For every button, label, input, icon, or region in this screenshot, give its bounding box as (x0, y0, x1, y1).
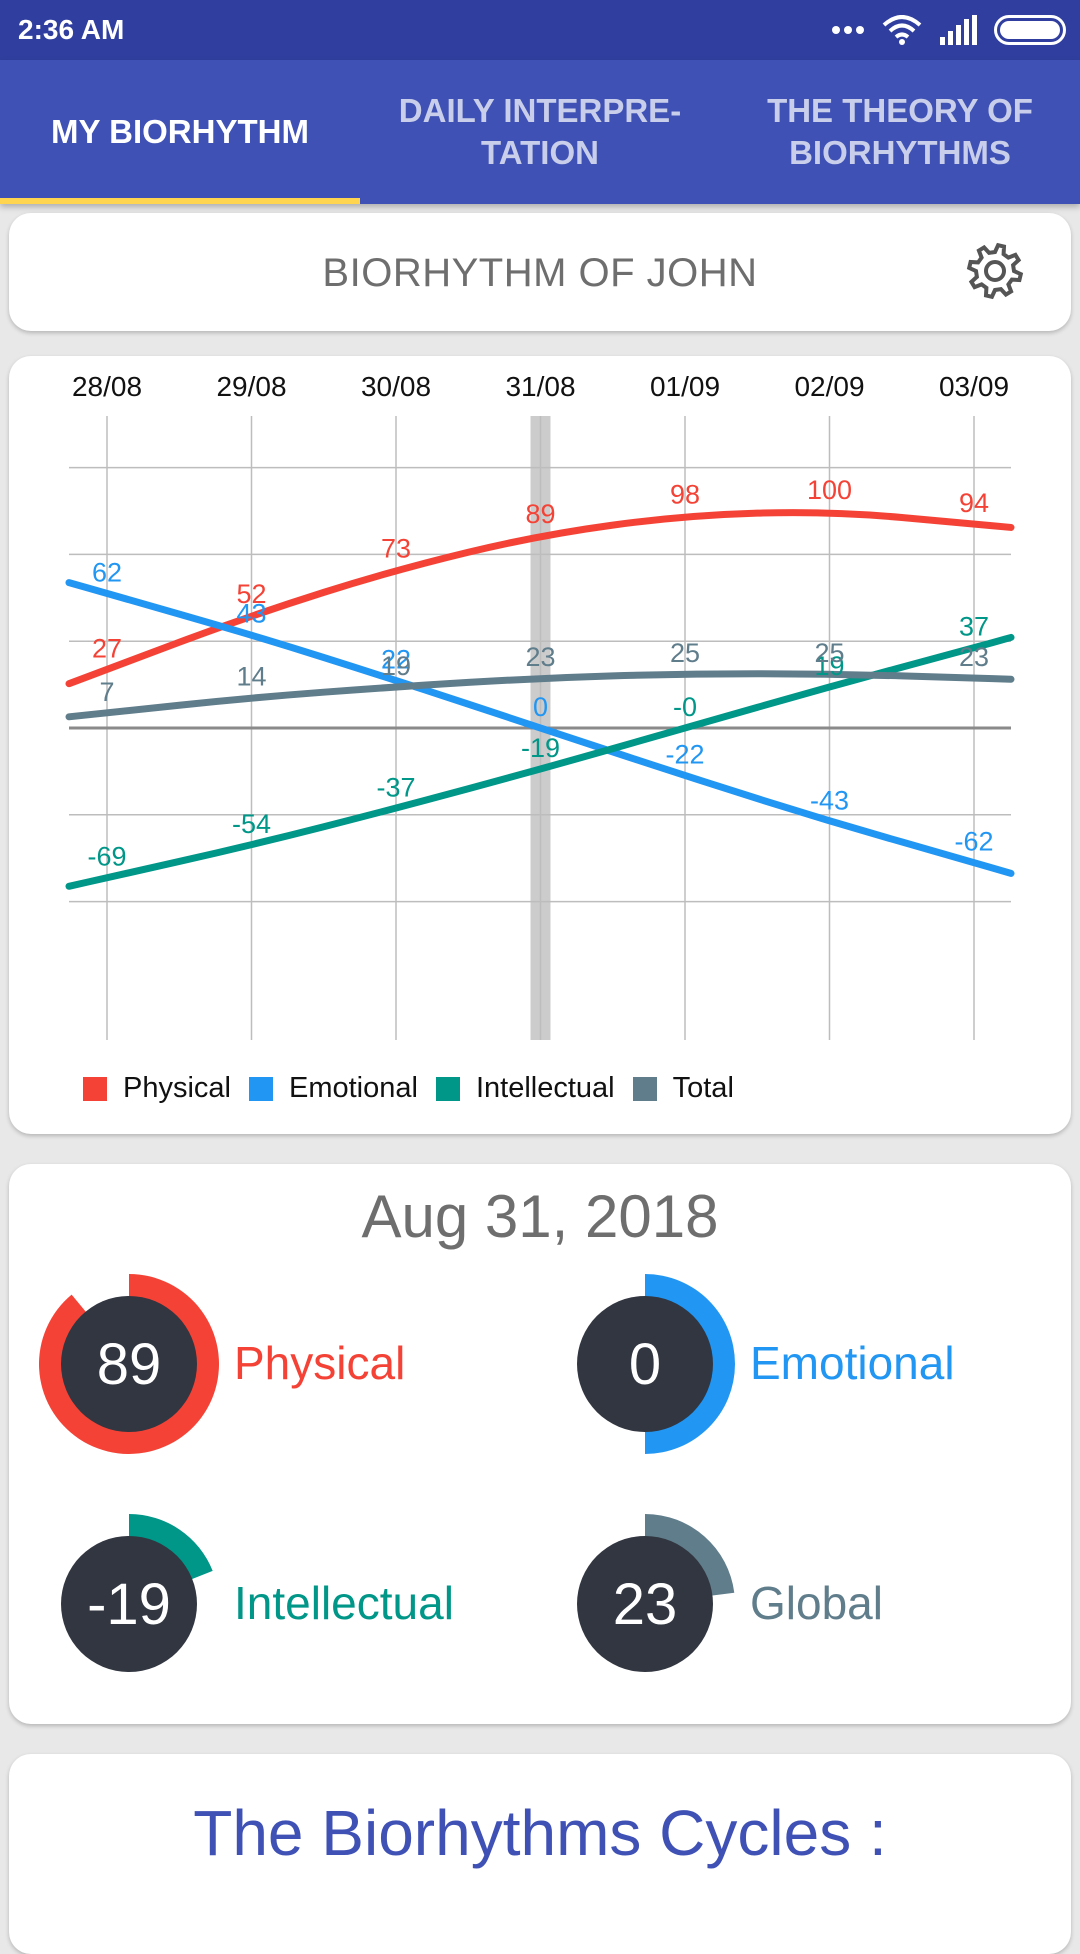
signal-icon (940, 15, 977, 45)
x-tick-label: 29/08 (216, 371, 286, 402)
data-label-intellectual: -0 (673, 692, 697, 722)
gauge-ring (61, 1514, 213, 1672)
legend-swatch (632, 1076, 657, 1101)
x-tick-label: 02/09 (794, 371, 864, 402)
x-tick-label: 03/09 (939, 371, 1009, 402)
gauge-core (577, 1536, 713, 1672)
global-gauge: 23 (555, 1514, 735, 1694)
status-icons (830, 12, 1066, 48)
x-tick-label: 31/08 (505, 371, 575, 402)
data-label-total: 25 (670, 638, 700, 668)
emotional-value: 0 (628, 1331, 662, 1397)
legend-label: Emotional (289, 1072, 418, 1104)
legend-label: Total (672, 1072, 734, 1104)
gauge-ring (39, 1274, 219, 1454)
data-label-emotional: 22 (381, 644, 411, 674)
physical-gauge: 89 (39, 1274, 219, 1454)
biorhythm-chart: 28/08 29/08 30/08 31/08 01/09 02/09 03/09 27 52 7… (65, 371, 1015, 1040)
data-label-total: 23 (959, 642, 989, 672)
global-label: Global (750, 1577, 883, 1629)
intellectual-gauge: -19 (39, 1514, 219, 1694)
series-line-intellectual (65, 633, 1015, 890)
data-label-intellectual: -19 (521, 733, 560, 763)
data-label-intellectual: 19 (814, 651, 844, 681)
legend-label: Physical (123, 1072, 231, 1104)
stats-card: Aug 31, 2018 89 Physical 0 Emotional -19… (9, 1164, 1071, 1724)
gauge-core (61, 1536, 197, 1672)
x-tick-label: 01/09 (650, 371, 720, 402)
x-tick-label: 30/08 (361, 371, 431, 402)
cycles-card: The Biorhythms Cycles : (9, 1754, 1071, 1954)
intellectual-value: -19 (87, 1571, 171, 1637)
wifi-icon (882, 15, 922, 45)
tab-bar: MY BIORHYTHM DAILY INTERPRE- TATION THE … (0, 60, 1080, 204)
global-value: 23 (612, 1571, 678, 1637)
data-label-emotional: 0 (533, 692, 548, 722)
chart-card: 28/08 29/08 30/08 31/08 01/09 02/09 03/09 27 52 7… (9, 356, 1071, 1134)
data-label-total: 23 (525, 642, 555, 672)
series-line-physical (65, 509, 1015, 688)
data-label-emotional: 62 (92, 557, 122, 587)
cycles-title: The Biorhythms Cycles : (193, 1797, 887, 1869)
data-label-physical: 27 (92, 633, 122, 663)
gauge-ring (577, 1274, 735, 1454)
data-label-intellectual: -54 (232, 809, 271, 839)
gauge-core (61, 1296, 197, 1432)
data-label-physical: 89 (525, 499, 555, 529)
more-dots-icon (832, 26, 864, 34)
legend-swatch (249, 1076, 273, 1101)
gauge-core (577, 1296, 713, 1432)
gauge-ring (577, 1514, 735, 1672)
data-label-emotional: -62 (954, 827, 993, 857)
data-label-intellectual: 37 (959, 612, 989, 642)
emotional-label: Emotional (750, 1337, 955, 1389)
data-label-physical: 73 (381, 534, 411, 564)
legend-item-intellectual: Intellectual (435, 1072, 615, 1105)
data-label-total: 14 (236, 662, 266, 692)
data-label-physical: 98 (670, 479, 700, 509)
legend-item-physical: Physical (83, 1072, 231, 1105)
data-label-physical: 52 (236, 579, 266, 609)
series-line-total (65, 670, 1015, 721)
data-label-emotional: -43 (810, 785, 849, 815)
data-label-emotional: 43 (236, 599, 266, 629)
legend-swatch (435, 1076, 460, 1101)
data-label-physical: 94 (959, 488, 989, 518)
page-title: BIORHYTHM OF JOHN (322, 251, 758, 295)
data-label-total: 25 (814, 638, 844, 668)
physical-value: 89 (96, 1331, 162, 1397)
emotional-gauge: 0 (555, 1274, 735, 1454)
intellectual-label: Intellectual (234, 1577, 454, 1629)
battery-icon (994, 15, 1066, 45)
legend-swatch (83, 1076, 107, 1101)
tab-theory-of-biorhythms[interactable]: THE THEORY OF BIORHYTHMS (767, 92, 1033, 171)
data-label-emotional: -22 (665, 740, 704, 770)
x-tick-label: 28/08 (72, 371, 142, 402)
status-bar: 2:36 AM (0, 0, 1080, 60)
title-card: BIORHYTHM OF JOHN (9, 213, 1071, 331)
chart-legend: Physical Emotional Intellectual Total (83, 1072, 752, 1105)
selected-date: Aug 31, 2018 (361, 1183, 719, 1250)
status-time: 2:36 AM (18, 14, 125, 45)
data-label-total: 7 (99, 677, 114, 707)
gear-icon[interactable] (963, 239, 1027, 303)
legend-item-emotional: Emotional (249, 1072, 418, 1105)
data-label-total: 19 (381, 651, 411, 681)
legend-item-total: Total (632, 1072, 734, 1105)
series-line-emotional (65, 579, 1015, 877)
tab-my-biorhythm[interactable]: MY BIORHYTHM (0, 60, 360, 204)
data-label-intellectual: -37 (376, 772, 415, 802)
legend-label: Intellectual (475, 1072, 615, 1104)
data-label-intellectual: -69 (87, 842, 126, 872)
data-label-physical: 100 (807, 475, 852, 505)
tab-daily-interpretation[interactable]: DAILY INTERPRE- TATION (398, 92, 682, 171)
physical-label: Physical (234, 1337, 406, 1389)
